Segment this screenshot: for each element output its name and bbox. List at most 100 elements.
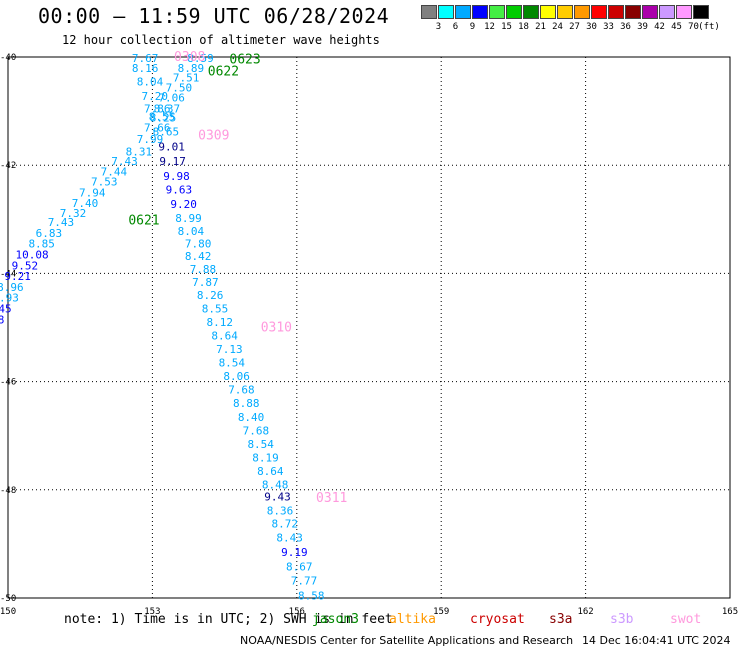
wave-height-value: 7.88 bbox=[190, 263, 217, 276]
wave-height-value: 7.40 bbox=[72, 197, 99, 210]
scale-swatch bbox=[642, 5, 658, 19]
wave-height-value: 7.94 bbox=[79, 186, 106, 199]
scale-label: 18 bbox=[518, 22, 529, 32]
wave-height-value: 9.63 bbox=[166, 184, 193, 197]
wave-height-value: 7.87 bbox=[192, 276, 219, 289]
lon-tick-label: 150 bbox=[0, 607, 16, 617]
lon-tick-label: 153 bbox=[144, 607, 160, 617]
wave-height-value: 8.96 bbox=[0, 281, 24, 294]
pass-id-label: 0311 bbox=[316, 491, 347, 506]
wave-height-value: 7.06 bbox=[158, 92, 185, 105]
wave-height-value: 7.32 bbox=[60, 207, 87, 220]
map-frame bbox=[7, 56, 731, 599]
scale-swatch bbox=[455, 5, 471, 19]
wave-height-value: 8.89 bbox=[178, 62, 205, 75]
wave-height-value: 9.45 bbox=[0, 303, 12, 316]
scale-label: 12 bbox=[484, 22, 495, 32]
generation-timestamp: 14 Dec 16:04:41 UTC 2024 bbox=[582, 634, 731, 647]
map-subtitle: 12 hour collection of altimeter wave hei… bbox=[62, 33, 380, 47]
wave-height-value: 7.43 bbox=[48, 216, 75, 229]
wave-height-value: 7.99 bbox=[137, 133, 164, 146]
scale-label: 6 bbox=[452, 22, 459, 32]
wave-height-value: 8.88 bbox=[233, 397, 260, 410]
scale-swatch bbox=[693, 5, 709, 19]
lon-tick-label: 165 bbox=[722, 607, 738, 617]
wave-height-value: 8.55 bbox=[149, 111, 176, 124]
satellite-legend-entry: altika bbox=[389, 612, 436, 627]
scale-label: 45 bbox=[671, 22, 682, 32]
pass-id-label: 0621 bbox=[128, 213, 159, 228]
scale-swatch bbox=[591, 5, 607, 19]
lat-tick-label: -48 bbox=[0, 486, 16, 496]
scale-label: 15 bbox=[501, 22, 512, 32]
scale-label: 3 bbox=[435, 22, 442, 32]
wave-height-value: 8.85 bbox=[28, 238, 55, 251]
wave-height-value: 7.51 bbox=[173, 72, 200, 85]
wave-height-value: 8.55 bbox=[202, 303, 229, 316]
scale-label: 21 bbox=[535, 22, 546, 32]
wave-height-value: 8.26 bbox=[197, 289, 224, 302]
scale-label: 9 bbox=[469, 22, 476, 32]
satellite-legend-entry: s3a bbox=[549, 612, 573, 627]
pass-id-label: 0310 bbox=[261, 321, 292, 336]
wave-height-value: 7.68 bbox=[243, 424, 270, 437]
wave-height-value: 7.44 bbox=[101, 166, 128, 179]
wave-height-value: 9.38 bbox=[0, 313, 4, 326]
scale-swatch bbox=[574, 5, 590, 19]
wave-height-value: 8.04 bbox=[137, 75, 164, 88]
lat-tick-label: -40 bbox=[0, 53, 16, 63]
wave-height-value: 7.53 bbox=[91, 175, 118, 188]
lon-tick-label: 162 bbox=[577, 607, 593, 617]
wave-height-value: 9.21 bbox=[4, 270, 31, 283]
wave-height-value: 8.64 bbox=[257, 465, 284, 478]
footnote: note: 1) Time is in UTC; 2) SWH is in fe… bbox=[64, 612, 393, 627]
scale-label: 27 bbox=[569, 22, 580, 32]
scale-swatch bbox=[523, 5, 539, 19]
satellite-legend-entry: cryosat bbox=[470, 612, 525, 627]
wave-height-value: 8.54 bbox=[219, 357, 246, 370]
wave-height-value: 8.36 bbox=[267, 504, 294, 517]
wave-height-value: 8.99 bbox=[175, 212, 202, 225]
wave-height-value: 9.20 bbox=[170, 198, 197, 211]
wave-height-value: 6.83 bbox=[36, 227, 63, 240]
wave-height-value: 8.06 bbox=[223, 370, 250, 383]
pass-id-label: 0623 bbox=[229, 53, 260, 68]
scale-label: 39 bbox=[637, 22, 648, 32]
wave-height-value: 8.19 bbox=[252, 451, 279, 464]
lon-tick-label: 159 bbox=[433, 607, 449, 617]
wave-height-value: 8.54 bbox=[247, 438, 274, 451]
wave-height-value: 7.80 bbox=[185, 238, 212, 251]
satellite-legend-entry: jason3 bbox=[312, 612, 359, 627]
wave-height-value: 8.67 bbox=[286, 561, 313, 574]
wave-height-value: 7.20 bbox=[142, 90, 169, 103]
wave-height-value: 8.72 bbox=[272, 517, 299, 530]
scale-unit: (ft) bbox=[698, 22, 720, 32]
wave-height-value: 7.13 bbox=[216, 343, 243, 356]
wave-height-value: 9.19 bbox=[281, 546, 308, 559]
map-title: 00:00 – 11:59 UTC 06/28/2024 bbox=[38, 4, 390, 28]
wave-height-value: 8.65 bbox=[153, 126, 180, 139]
lat-tick-label: -50 bbox=[0, 594, 16, 604]
wave-height-value: 8.12 bbox=[207, 316, 234, 329]
scale-label: 24 bbox=[552, 22, 563, 32]
wave-height-value: 9.98 bbox=[163, 170, 190, 183]
wave-height-value: 7.68 bbox=[228, 384, 255, 397]
scale-swatch bbox=[625, 5, 641, 19]
scale-label: 30 bbox=[586, 22, 597, 32]
scale-label: 33 bbox=[603, 22, 614, 32]
scale-swatch bbox=[438, 5, 454, 19]
wave-height-value: 8.37 bbox=[154, 102, 181, 115]
wave-height-value: 8.43 bbox=[276, 531, 303, 544]
wave-height-value: 7.77 bbox=[291, 575, 318, 588]
wave-height-value: 8.48 bbox=[262, 478, 289, 491]
wave-height-value: 9.01 bbox=[158, 140, 185, 153]
scale-swatch bbox=[659, 5, 675, 19]
scale-swatch bbox=[540, 5, 556, 19]
wave-height-value: 7.43 bbox=[111, 155, 138, 168]
scale-swatch bbox=[506, 5, 522, 19]
wave-height-value: 8.42 bbox=[185, 250, 212, 263]
wave-height-value: 7.93 bbox=[0, 292, 19, 305]
wave-height-value: 8.31 bbox=[126, 146, 153, 159]
wave-height-value: 8.59 bbox=[187, 52, 214, 65]
